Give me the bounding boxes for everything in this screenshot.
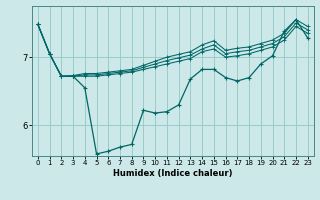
X-axis label: Humidex (Indice chaleur): Humidex (Indice chaleur) [113,169,233,178]
